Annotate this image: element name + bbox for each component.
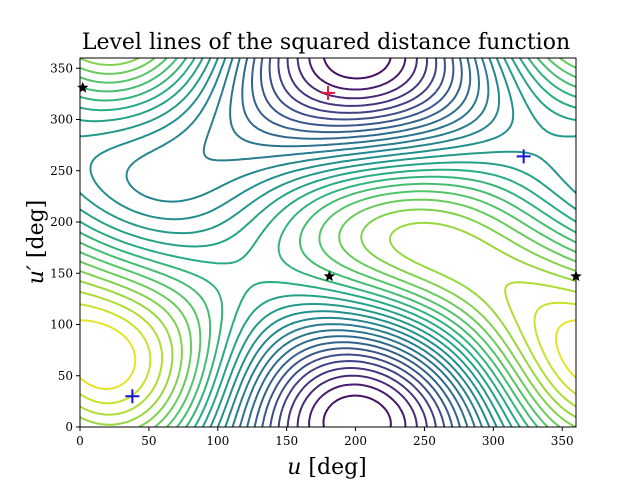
x-tick-label: 50 bbox=[141, 434, 156, 448]
y-axis-label: u′ [deg] bbox=[24, 200, 49, 285]
contour-level bbox=[80, 58, 576, 427]
contour-level bbox=[80, 281, 576, 416]
contour-level bbox=[286, 58, 428, 427]
y-axis-unit: [deg] bbox=[24, 200, 49, 265]
contour-lines bbox=[80, 58, 576, 427]
saddle-marker bbox=[323, 270, 336, 282]
contour-level bbox=[229, 58, 480, 427]
x-tick-label: 150 bbox=[275, 434, 298, 448]
y-tick-label: 0 bbox=[65, 420, 73, 434]
contour-level bbox=[80, 58, 576, 427]
contour-level bbox=[308, 58, 407, 427]
contour-level bbox=[80, 58, 576, 427]
y-axis-variable: u′ bbox=[24, 265, 49, 284]
saddle-marker bbox=[77, 81, 89, 93]
contour-level bbox=[80, 319, 576, 390]
contour-level bbox=[259, 58, 455, 427]
y-tick-label: 350 bbox=[50, 61, 73, 75]
contour-level bbox=[80, 58, 576, 427]
contour-level bbox=[268, 58, 446, 427]
contour-level bbox=[80, 221, 576, 426]
x-tick-label: 200 bbox=[344, 434, 367, 448]
x-tick-label: 250 bbox=[413, 434, 436, 448]
contour-level bbox=[251, 58, 463, 427]
y-axis-ticks: 0 50 100 150 200 250 300 350 bbox=[50, 61, 80, 434]
contour-level bbox=[80, 58, 576, 427]
y-tick-label: 50 bbox=[58, 369, 73, 383]
contour-level bbox=[296, 58, 418, 427]
contour-level bbox=[89, 58, 515, 427]
contour-level bbox=[241, 58, 472, 427]
y-tick-label: 250 bbox=[50, 164, 73, 178]
y-tick-label: 300 bbox=[50, 113, 73, 127]
min-marker bbox=[516, 149, 531, 164]
x-axis-unit: [deg] bbox=[301, 455, 366, 480]
contour-level bbox=[80, 301, 576, 405]
y-tick-label: 200 bbox=[50, 215, 73, 229]
x-axis-variable: u bbox=[287, 455, 301, 480]
max-marker bbox=[321, 85, 335, 100]
x-tick-label: 0 bbox=[76, 434, 84, 448]
x-tick-label: 350 bbox=[551, 434, 574, 448]
y-tick-label: 100 bbox=[50, 318, 73, 332]
contour-level bbox=[322, 58, 392, 427]
saddle-marker bbox=[570, 270, 582, 282]
min-marker bbox=[125, 389, 140, 404]
plot-frame bbox=[79, 57, 577, 428]
chart-title: Level lines of the squared distance func… bbox=[82, 30, 570, 55]
contour-level bbox=[277, 58, 438, 427]
contour-level bbox=[80, 58, 576, 427]
x-tick-label: 300 bbox=[482, 434, 505, 448]
contour-level bbox=[80, 58, 576, 427]
y-tick-label: 150 bbox=[50, 266, 73, 280]
x-axis-ticks: 0 50 100 150 200 250 300 350 bbox=[76, 427, 574, 448]
x-tick-label: 100 bbox=[206, 434, 229, 448]
critical-point-markers bbox=[77, 81, 582, 404]
x-axis-label: u [deg] bbox=[287, 455, 367, 480]
contour-level bbox=[125, 58, 501, 427]
contour-level bbox=[202, 58, 490, 427]
